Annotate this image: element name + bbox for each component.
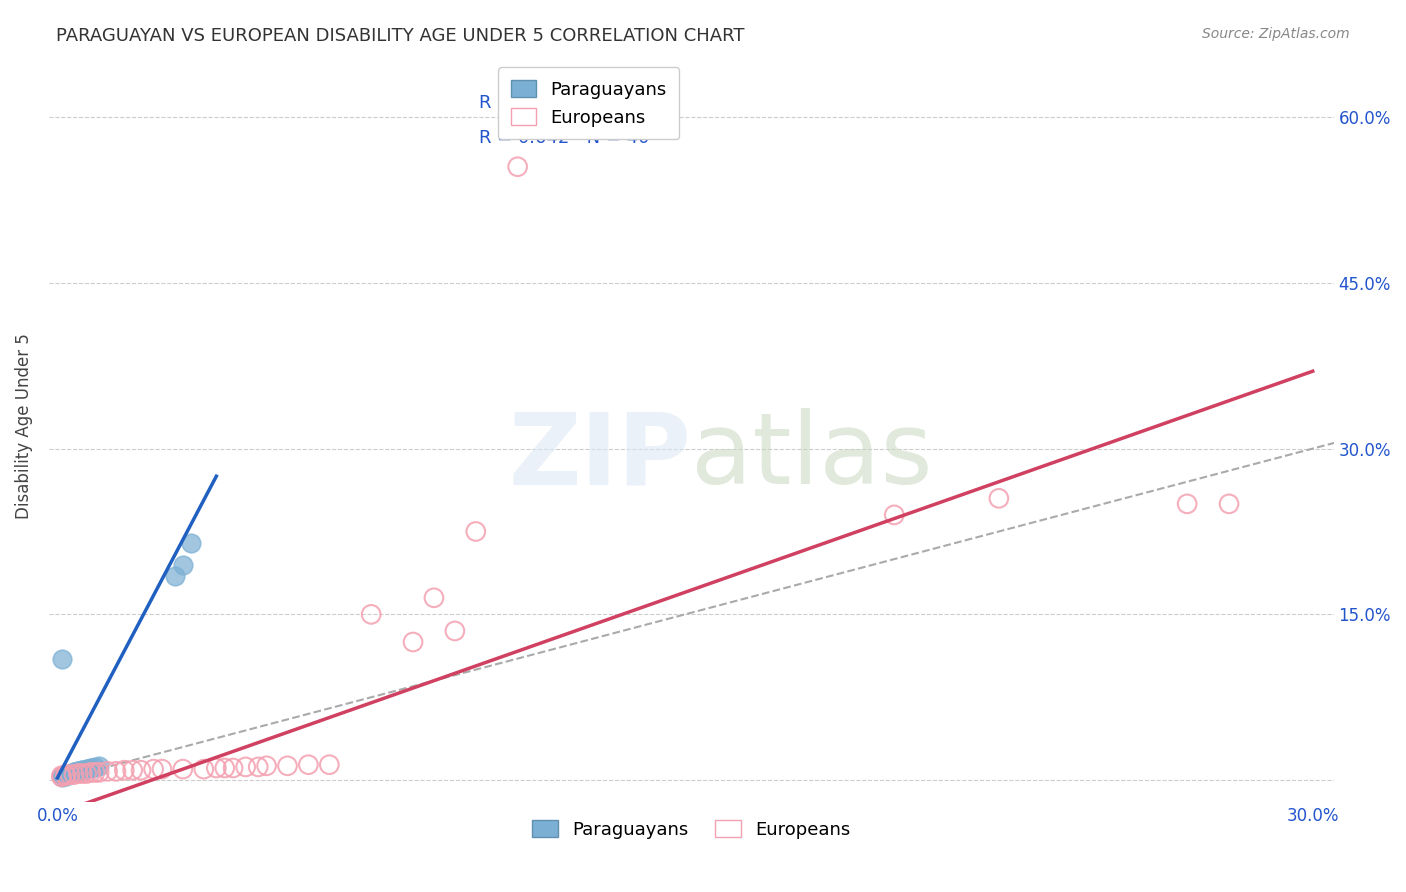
Point <box>72 763 94 777</box>
Point <box>104 764 127 779</box>
Text: R = 0.642   N = 40: R = 0.642 N = 40 <box>479 128 650 147</box>
Point <box>112 763 135 777</box>
Text: Source: ZipAtlas.com: Source: ZipAtlas.com <box>1202 27 1350 41</box>
Point <box>987 491 1010 506</box>
Text: ZIP: ZIP <box>509 408 692 505</box>
Point <box>63 765 86 780</box>
Point <box>205 761 228 775</box>
Point <box>1218 497 1240 511</box>
Point <box>247 760 270 774</box>
Point <box>55 767 77 781</box>
Point <box>55 769 77 783</box>
Point <box>51 770 73 784</box>
Point <box>80 761 103 775</box>
Point <box>1175 497 1198 511</box>
Point <box>193 762 215 776</box>
Point <box>59 766 82 780</box>
Point <box>883 508 905 522</box>
Point <box>76 762 98 776</box>
Text: R = 0.894   N = 24: R = 0.894 N = 24 <box>479 95 650 112</box>
Point <box>59 766 82 780</box>
Point <box>214 761 236 775</box>
Point <box>80 765 103 780</box>
Point <box>55 769 77 783</box>
Point <box>55 767 77 781</box>
Point <box>51 769 73 783</box>
Point <box>76 766 98 780</box>
Point <box>297 757 319 772</box>
Point <box>89 759 111 773</box>
Point <box>276 759 298 773</box>
Point <box>318 757 340 772</box>
Point <box>63 765 86 780</box>
Legend: Paraguayans, Europeans: Paraguayans, Europeans <box>524 813 858 846</box>
Point <box>402 635 425 649</box>
Point <box>96 764 118 779</box>
Point <box>67 764 90 779</box>
Point <box>180 535 202 549</box>
Point <box>51 651 73 665</box>
Point <box>464 524 486 539</box>
Point <box>222 761 245 775</box>
Point <box>506 160 529 174</box>
Point <box>129 763 152 777</box>
Point <box>51 769 73 783</box>
Point <box>59 766 82 780</box>
Point <box>172 558 194 572</box>
Text: atlas: atlas <box>692 408 934 505</box>
Point <box>63 767 86 781</box>
Point <box>84 760 107 774</box>
Point <box>76 762 98 776</box>
Point <box>51 770 73 784</box>
Point <box>59 767 82 781</box>
Point <box>150 762 173 776</box>
Point <box>80 761 103 775</box>
Point <box>360 607 382 622</box>
Point <box>67 766 90 780</box>
Point <box>423 591 446 605</box>
Point <box>142 762 165 776</box>
Text: PARAGUAYAN VS EUROPEAN DISABILITY AGE UNDER 5 CORRELATION CHART: PARAGUAYAN VS EUROPEAN DISABILITY AGE UN… <box>56 27 745 45</box>
Point <box>256 759 278 773</box>
Point <box>444 624 467 638</box>
Point <box>55 767 77 781</box>
Point <box>67 764 90 779</box>
Point <box>84 765 107 780</box>
Point <box>235 760 257 774</box>
Point <box>72 763 94 777</box>
Point <box>172 762 194 776</box>
Point <box>163 568 186 582</box>
Point <box>72 766 94 780</box>
Y-axis label: Disability Age Under 5: Disability Age Under 5 <box>15 334 32 519</box>
Point <box>121 763 143 777</box>
Point <box>89 765 111 780</box>
